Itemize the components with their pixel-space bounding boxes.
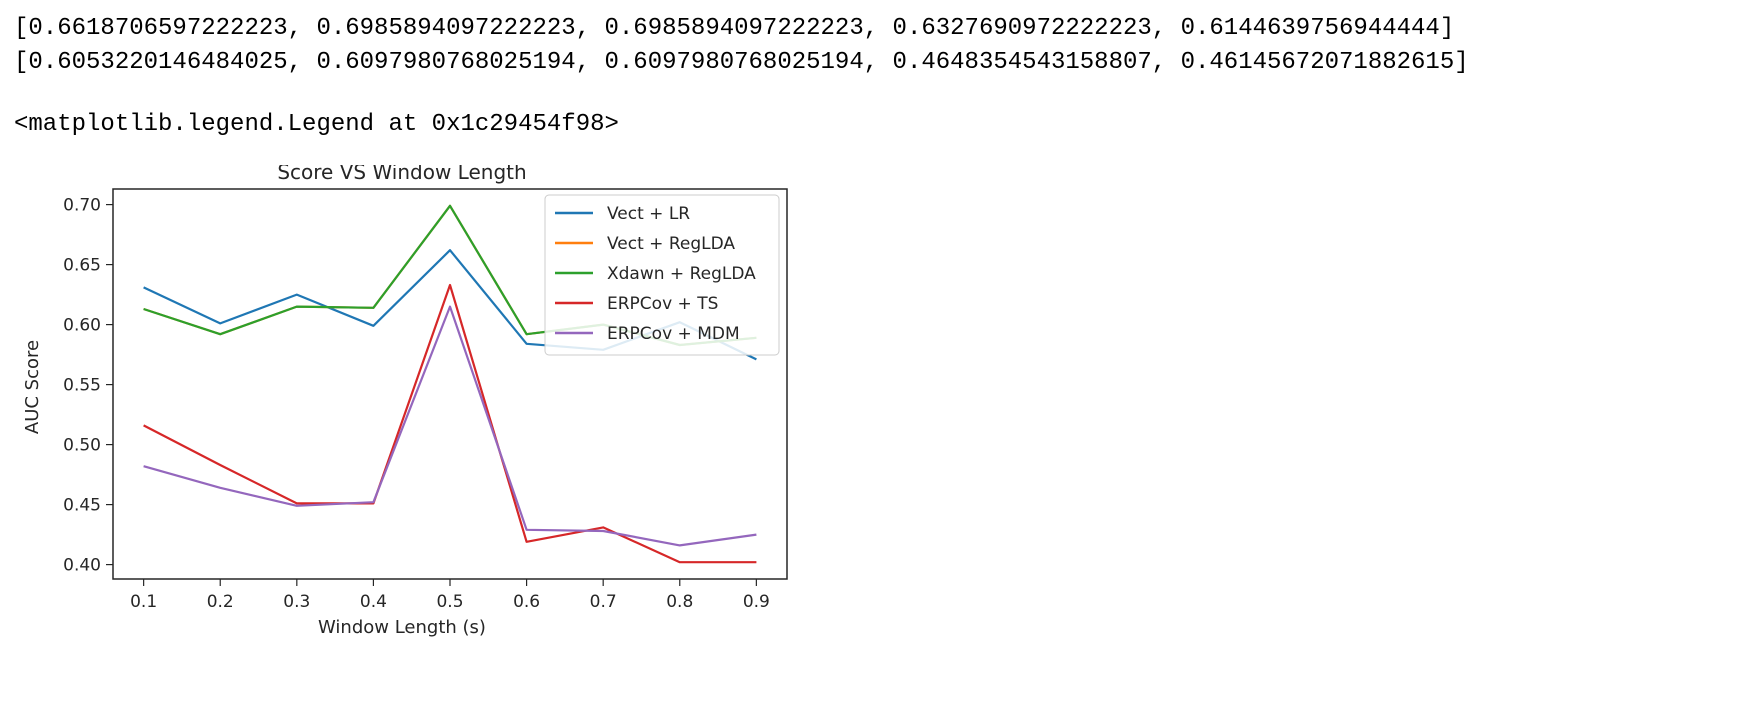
legend-label: Xdawn + RegLDA [607,264,756,284]
chart-title: Score VS Window Length [277,165,526,184]
series-line [143,305,757,547]
legend-label: Vect + LR [607,204,690,224]
y-tick-label: 0.40 [63,556,101,576]
x-tick-label: 0.4 [360,592,387,612]
legend-label: Vect + RegLDA [607,234,735,254]
y-axis-label: AUC Score [22,340,43,434]
legend-label: ERPCov + MDM [607,324,740,344]
legend: Vect + LR Vect + RegLDA Xdawn + RegLDA ERPC… [544,194,780,356]
output-line-1: [0.6618706597222223, 0.6985894097222223,… [14,15,1455,42]
series-line [143,283,757,564]
x-tick-label: 0.7 [590,592,617,612]
output-line-3: <matplotlib.legend.Legend at 0x1c29454f9… [14,111,619,138]
x-tick-label: 0.9 [743,592,770,612]
y-tick-label: 0.65 [63,256,101,276]
y-tick-label: 0.50 [63,436,101,456]
legend-label: ERPCov + TS [607,294,718,314]
x-tick-label: 0.3 [283,592,310,612]
output-line-2: [0.6053220146484025, 0.6097980768025194,… [14,49,1469,76]
y-axis: 0.40 0.45 0.50 0.55 0.60 0.65 0.70 [63,196,113,576]
y-tick-label: 0.70 [63,196,101,216]
y-tick-label: 0.60 [63,316,101,336]
x-tick-label: 0.2 [207,592,234,612]
line-chart: Score VS Window Length 0.400.450.500.550… [22,165,788,638]
x-tick-label: 0.1 [130,592,157,612]
x-axis-label: Window Length (s) [318,617,486,638]
x-axis: 0.1 0.2 0.3 0.4 0.5 0.6 0.7 0.8 0.9 [130,579,770,612]
legend-box [544,194,780,356]
x-tick-label: 0.6 [513,592,540,612]
y-tick-label: 0.55 [63,376,101,396]
x-tick-label: 0.5 [436,592,463,612]
x-tick-label: 0.8 [666,592,693,612]
y-tick-label: 0.45 [63,496,101,516]
